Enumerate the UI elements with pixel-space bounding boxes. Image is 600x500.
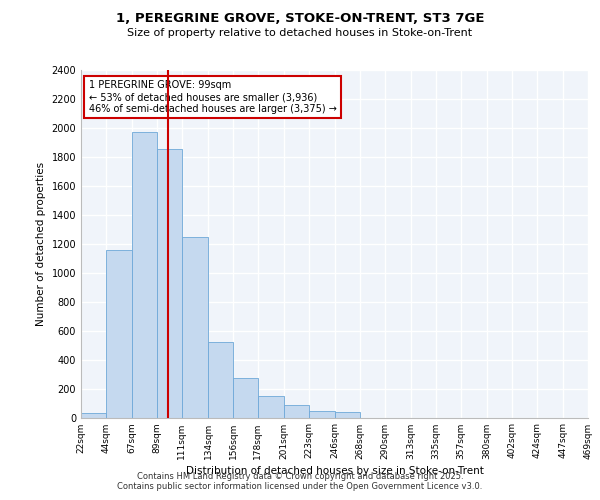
Text: 1 PEREGRINE GROVE: 99sqm
← 53% of detached houses are smaller (3,936)
46% of sem: 1 PEREGRINE GROVE: 99sqm ← 53% of detach… [89,80,337,114]
Bar [233,378,258,418]
Bar [182,236,208,418]
X-axis label: Distribution of detached houses by size in Stoke-on-Trent: Distribution of detached houses by size … [185,466,484,475]
Bar [106,250,132,418]
Bar [157,149,182,417]
Bar [258,396,284,417]
Text: 1, PEREGRINE GROVE, STOKE-ON-TRENT, ST3 7GE: 1, PEREGRINE GROVE, STOKE-ON-TRENT, ST3 … [116,12,484,26]
Bar [335,412,360,418]
Text: Contains HM Land Registry data © Crown copyright and database right 2025.
Contai: Contains HM Land Registry data © Crown c… [118,472,482,491]
Bar [309,411,335,418]
Bar [132,132,157,418]
Bar [284,405,309,417]
Bar [208,342,233,417]
Text: Size of property relative to detached houses in Stoke-on-Trent: Size of property relative to detached ho… [127,28,473,38]
Y-axis label: Number of detached properties: Number of detached properties [36,162,46,326]
Bar [81,413,106,418]
